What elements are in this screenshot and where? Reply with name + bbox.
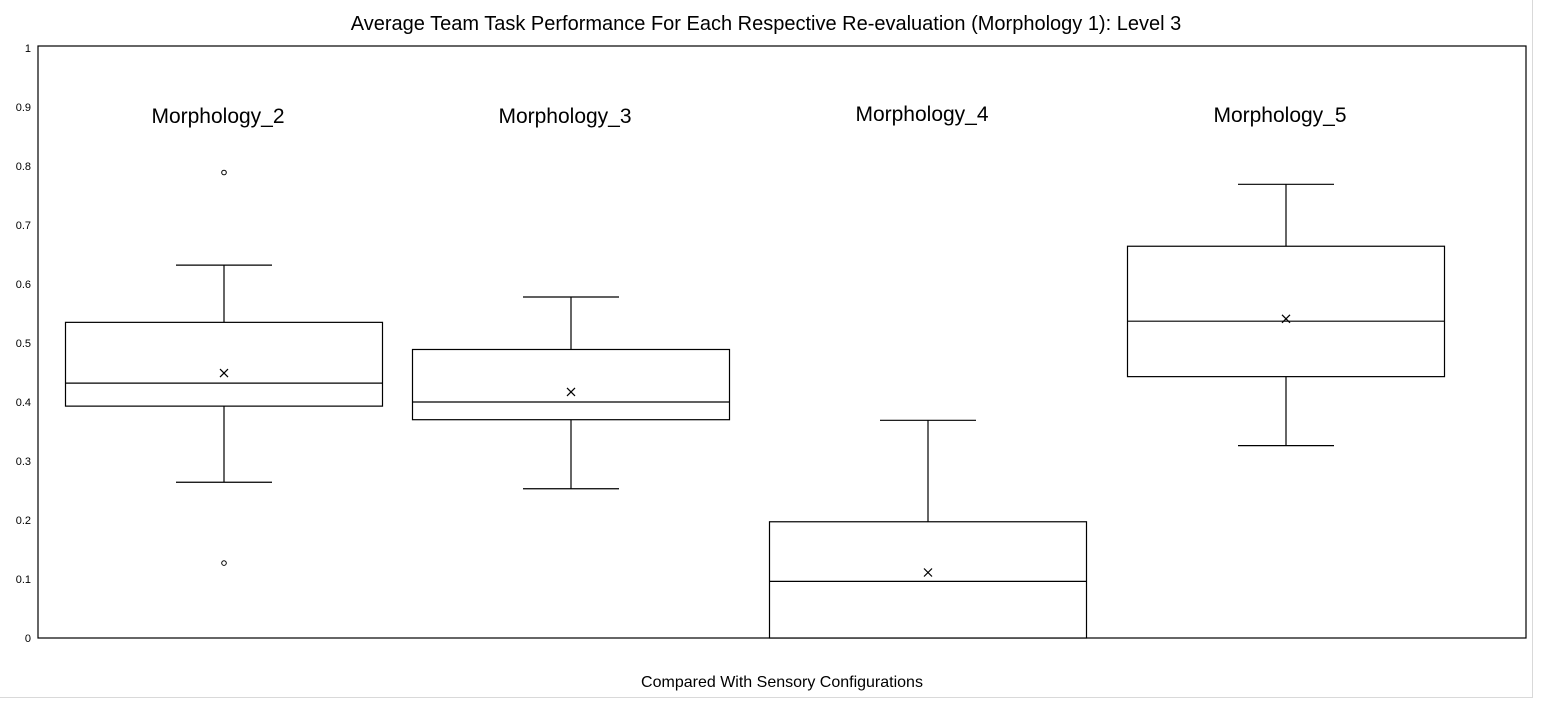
y-tick-label: 0.9 <box>16 102 31 114</box>
category-label: Morphology_2 <box>151 105 284 128</box>
chart-frame <box>0 0 1533 698</box>
outlier-point <box>221 560 227 566</box>
y-axis-ticks: 0 0.1 0.2 0.3 0.4 0.5 0.6 0.7 0.8 0.9 1 <box>16 43 31 645</box>
mean-marker <box>923 568 933 577</box>
box-morphology-5 <box>1126 183 1446 447</box>
iqr-box <box>768 521 1088 639</box>
iqr-box <box>411 348 731 421</box>
chart-title: Average Team Task Performance For Each R… <box>351 13 1181 35</box>
box-morphology-3 <box>411 296 731 490</box>
iqr-box <box>64 321 384 407</box>
box-morphology-4 <box>768 419 1088 639</box>
y-tick-label: 0.5 <box>16 338 31 350</box>
y-tick-label: 0 <box>25 633 31 645</box>
mean-marker <box>566 387 576 397</box>
y-tick-label: 0.1 <box>16 574 31 586</box>
y-tick-label: 0.6 <box>16 279 31 291</box>
category-label: Morphology_3 <box>498 105 631 128</box>
category-labels: Morphology_2 Morphology_3 Morphology_4 Morp… <box>151 103 1346 128</box>
mean-marker <box>219 368 229 378</box>
y-tick-label: 0.8 <box>16 161 31 173</box>
y-tick-label: 0.4 <box>16 397 31 409</box>
box-morphology-2 <box>64 169 384 566</box>
y-tick-label: 0.7 <box>16 220 31 232</box>
category-label: Morphology_4 <box>855 103 988 126</box>
mean-marker <box>1281 314 1291 324</box>
outlier-point <box>221 169 227 176</box>
y-tick-label: 0.2 <box>16 515 31 527</box>
y-tick-label: 1 <box>25 43 31 55</box>
x-axis-title: Compared With Sensory Configurations <box>641 674 923 691</box>
iqr-box <box>1126 245 1446 378</box>
category-label: Morphology_5 <box>1213 104 1346 127</box>
y-tick-label: 0.3 <box>16 456 31 468</box>
box-series <box>64 169 1446 639</box>
